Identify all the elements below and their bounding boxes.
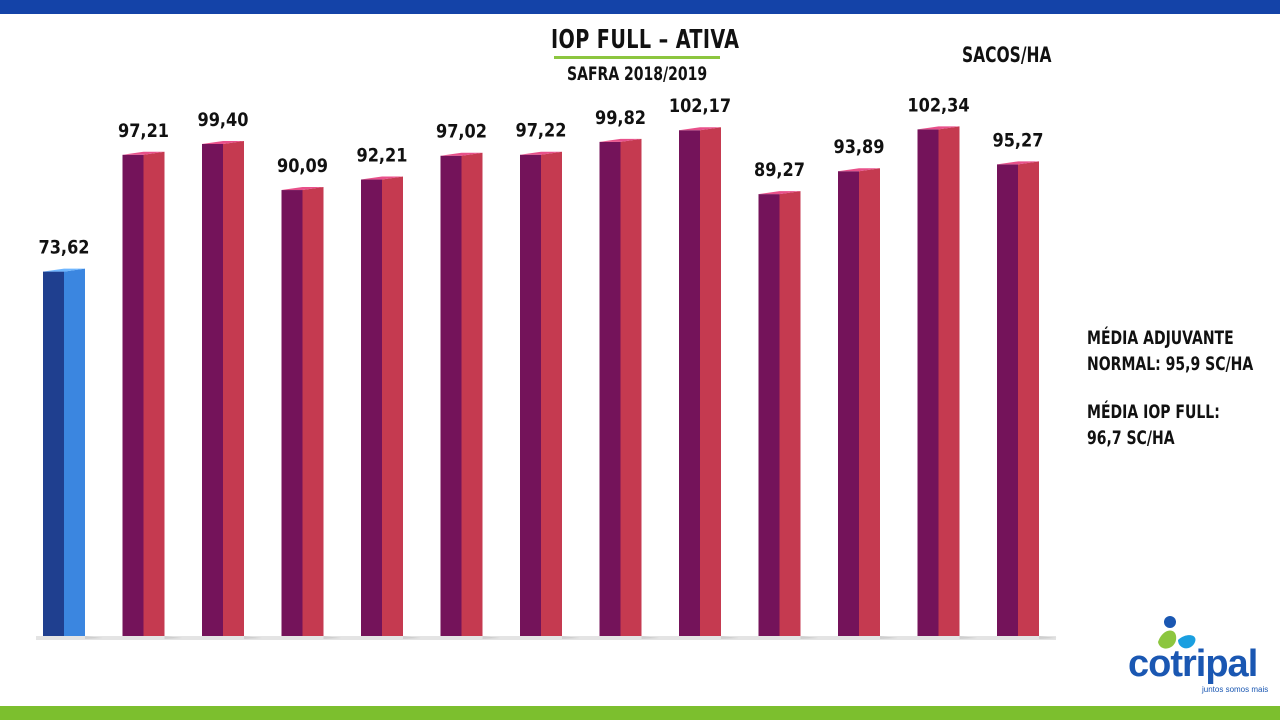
bar-shadow: [1039, 636, 1057, 639]
bar-top: [520, 151, 562, 155]
bar-shadow: [880, 636, 898, 639]
bar-1: [43, 268, 103, 639]
data-label-8: 99,82: [595, 108, 646, 130]
bar-side: [779, 191, 801, 636]
bar-12: [917, 126, 978, 639]
data-label-5: 92,21: [356, 145, 407, 167]
bar-shadow: [482, 636, 501, 639]
bar-front: [440, 155, 462, 636]
bar-9: [679, 127, 739, 639]
bar-front: [520, 154, 541, 637]
bar-side: [302, 187, 324, 636]
bar-front: [202, 143, 223, 636]
bar-front: [679, 130, 700, 637]
chart-floor: [36, 636, 1056, 640]
bar-4: [281, 187, 342, 639]
bar-side: [64, 268, 85, 636]
unit-label: SACOS/HA: [962, 43, 1052, 67]
bar-front: [122, 154, 144, 637]
bar-side: [223, 140, 244, 636]
data-label-10: 89,27: [754, 160, 805, 182]
note-media-adjuvante: MÉDIA ADJUVANTE NORMAL: 95,9 SC/HA: [1087, 325, 1253, 377]
bar-front: [917, 129, 939, 637]
data-label-9: 102,17: [669, 96, 731, 118]
bar-front: [838, 171, 859, 636]
note-media-iop: MÉDIA IOP FULL: 96,7 SC/HA: [1087, 399, 1220, 451]
bar-front: [361, 179, 382, 637]
bar-side: [938, 126, 960, 637]
bar-6: [440, 152, 501, 639]
note-adjuvante-line1: MÉDIA ADJUVANTE: [1087, 327, 1234, 349]
bar-7: [520, 151, 580, 639]
chart-title: IOP FULL – ATIVA: [551, 25, 740, 55]
bar-side: [620, 138, 642, 637]
bar-front: [599, 141, 621, 637]
bar-side: [700, 127, 721, 637]
bar-top: [758, 191, 801, 195]
logo-tagline: juntos somos mais: [1202, 685, 1269, 694]
bar-8: [599, 138, 660, 639]
data-label-12: 102,34: [907, 95, 969, 117]
bar-shadow: [959, 636, 978, 639]
bar-shadow: [85, 636, 103, 639]
bar-5: [361, 176, 421, 639]
bar-shadow: [244, 636, 262, 639]
bar-top: [599, 138, 642, 142]
bar-top: [679, 127, 721, 131]
bar-top: [917, 126, 960, 130]
chart-subtitle: SAFRA 2018/2019: [567, 63, 708, 85]
bar-side: [1018, 161, 1039, 636]
data-label-11: 93,89: [833, 137, 884, 159]
bar-front: [997, 164, 1018, 636]
top-accent-bar: [0, 0, 1280, 14]
data-label-3: 99,40: [197, 110, 248, 132]
bar-side: [461, 152, 483, 636]
bar-13: [997, 161, 1057, 639]
bar-front: [281, 190, 303, 636]
bar-front: [758, 194, 780, 636]
bar-shadow: [721, 636, 739, 639]
bar-top: [440, 152, 483, 156]
note-iop-line1: MÉDIA IOP FULL:: [1087, 401, 1220, 423]
bar-10: [758, 191, 819, 639]
bar-shadow: [800, 636, 819, 639]
data-label-4: 90,09: [277, 156, 328, 178]
bottom-accent-bar: [0, 706, 1280, 720]
bar-top: [997, 161, 1039, 165]
bar-side: [859, 168, 880, 636]
bar-11: [838, 168, 898, 639]
note-adjuvante-line2: NORMAL: 95,9 SC/HA: [1087, 353, 1254, 375]
bar-side: [382, 176, 403, 637]
bar-top: [838, 168, 880, 172]
bar-shadow: [641, 636, 660, 639]
bar-shadow: [323, 636, 342, 639]
bar-top: [43, 268, 85, 272]
bar-shadow: [403, 636, 421, 639]
bar-shadow: [164, 636, 183, 639]
bar-top: [122, 151, 165, 155]
data-label-13: 95,27: [992, 130, 1043, 152]
bar-side: [143, 151, 165, 637]
bar-front: [43, 271, 64, 636]
bar-side: [541, 151, 562, 637]
bar-2: [122, 151, 183, 639]
bar-shadow: [562, 636, 580, 639]
data-label-6: 97,02: [436, 122, 487, 144]
title-underline: [554, 56, 720, 59]
data-label-1: 73,62: [38, 237, 89, 259]
bar-top: [202, 140, 244, 144]
bar-3: [202, 140, 262, 639]
bar-top: [281, 187, 324, 191]
cotripal-logo-icon: [1158, 616, 1196, 649]
note-iop-line2: 96,7 SC/HA: [1087, 427, 1175, 449]
data-label-7: 97,22: [515, 121, 566, 143]
logo-wordmark: cotripal: [1128, 643, 1258, 685]
data-label-2: 97,21: [118, 121, 169, 143]
bar-top: [361, 176, 403, 180]
